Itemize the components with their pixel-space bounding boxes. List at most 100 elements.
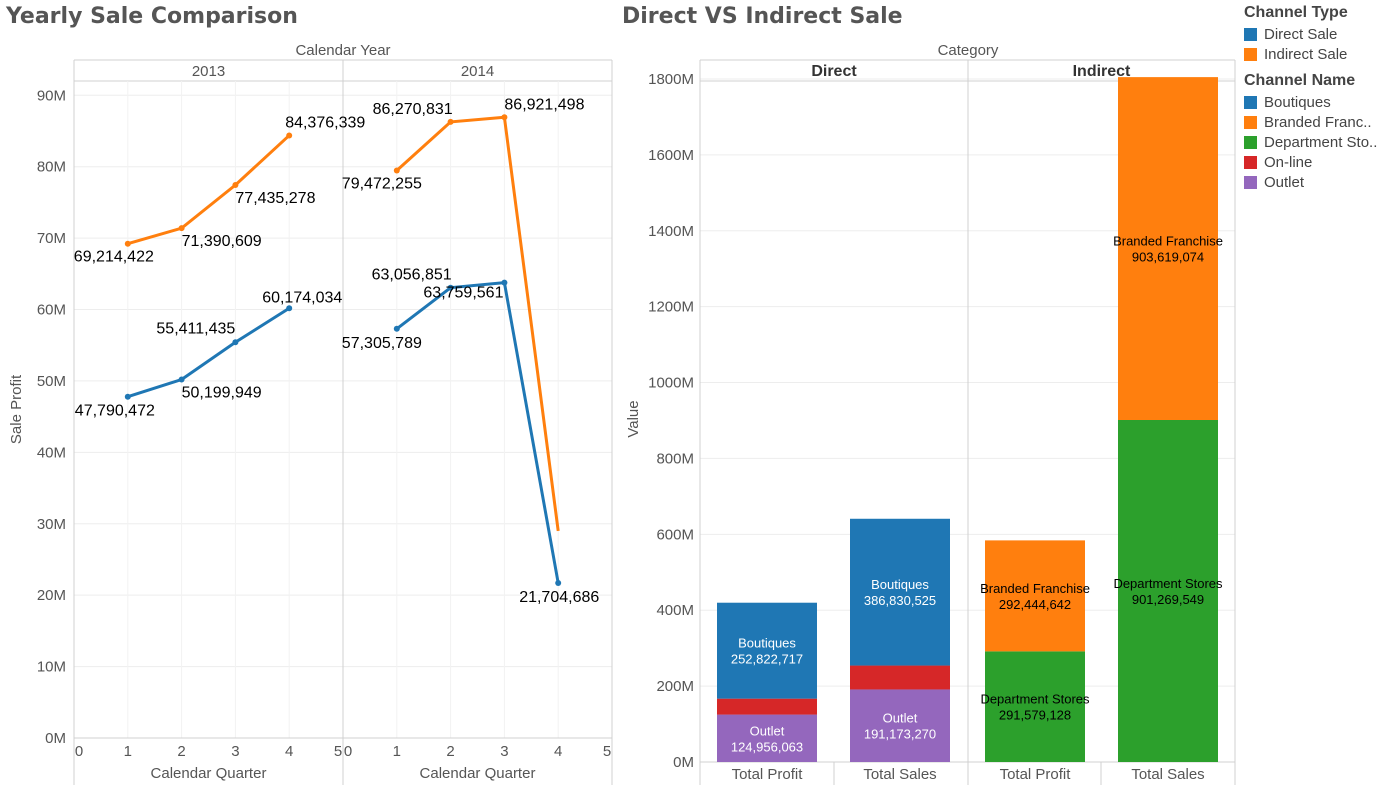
legend-swatch (1244, 155, 1257, 169)
y-tick-label: 1000M (648, 375, 694, 392)
bar-segment[interactable] (717, 714, 817, 762)
legend-item-boutiques[interactable]: Boutiques (1244, 92, 1377, 112)
data-point[interactable] (447, 118, 454, 125)
series-line (127, 307, 291, 399)
x-tick-label: 3 (500, 743, 508, 760)
x-tick-label: 4 (285, 743, 293, 760)
y-tick-label: 70M (37, 230, 66, 247)
bar-segment[interactable] (850, 689, 950, 762)
data-point[interactable] (393, 167, 400, 174)
y-tick-label: 80M (37, 159, 66, 176)
legend-swatch (1244, 175, 1257, 189)
legend-swatch (1244, 27, 1257, 41)
legend-swatch (1244, 135, 1257, 149)
y-tick-label: 10M (37, 659, 66, 676)
bar-chart: Category Direct Indirect 0M 200M 400M 600M 800M… (625, 42, 1236, 785)
y-tick-label: 20M (37, 587, 66, 604)
panel-header-2013: 2013 (192, 63, 225, 80)
data-label: 57,305,789 (342, 335, 422, 352)
series-line (127, 134, 291, 246)
data-label: 60,174,034 (262, 289, 342, 306)
x-category-label: Total Sales (863, 766, 936, 783)
bar-segment-value: 252,822,717 (731, 652, 803, 667)
data-point[interactable] (124, 393, 131, 400)
x-axis-title: Calendar Quarter (151, 765, 267, 782)
y-tick-label: 0M (673, 754, 694, 771)
legend-item-department-stores[interactable]: Department Sto.. (1244, 132, 1377, 152)
column-header-label: Calendar Year (295, 42, 390, 59)
bar-segment[interactable] (850, 665, 950, 690)
y-tick-label: 1800M (648, 71, 694, 88)
bar-chart-title: Direct VS Indirect Sale (622, 4, 903, 29)
line-chart-title: Yearly Sale Comparison (6, 4, 298, 29)
data-label: 71,390,609 (182, 233, 262, 250)
legend-swatch (1244, 47, 1257, 61)
x-tick-label: 0 (75, 743, 83, 760)
data-label: 47,790,472 (75, 403, 155, 420)
data-label: 77,435,278 (235, 190, 315, 207)
data-point[interactable] (178, 376, 185, 383)
data-label: 50,199,949 (182, 385, 262, 402)
legend-label: Outlet (1264, 173, 1305, 191)
legend-swatch (1244, 95, 1257, 109)
y-tick-label: 90M (37, 87, 66, 104)
bar-segment-label: Branded Franchise (980, 581, 1090, 596)
legend-label: On-line (1264, 153, 1313, 171)
data-point[interactable] (501, 279, 508, 286)
data-point[interactable] (124, 240, 131, 247)
y-tick-label: 200M (656, 678, 694, 695)
y-tick-label: 0M (45, 730, 66, 747)
data-label: 21,704,686 (519, 589, 599, 606)
x-tick-label: 1 (124, 743, 132, 760)
legend-item-outlet[interactable]: Outlet (1244, 172, 1377, 192)
group-header-direct: Direct (811, 63, 857, 80)
legend-label: Indirect Sale (1264, 45, 1348, 63)
bar-segment-label: Boutiques (871, 577, 929, 592)
data-point[interactable] (286, 305, 293, 312)
channel-name-legend-title: Channel Name (1244, 72, 1356, 89)
bar-segment[interactable] (717, 602, 817, 699)
bar-segment[interactable] (985, 651, 1085, 762)
x-tick-label: 0 (344, 743, 352, 760)
bar-segment-value: 291,579,128 (999, 708, 1071, 723)
data-label: 63,056,851 (372, 267, 452, 284)
data-point[interactable] (555, 580, 562, 587)
data-point[interactable] (232, 182, 239, 189)
y-tick-label: 60M (37, 302, 66, 319)
legend-item-online[interactable]: On-line (1244, 152, 1377, 172)
y-tick-label: 1400M (648, 223, 694, 240)
legend-item-branded-franchise[interactable]: Branded Franc.. (1244, 112, 1377, 132)
data-point[interactable] (501, 114, 508, 121)
data-label: 86,270,831 (373, 101, 453, 118)
data-point[interactable] (232, 339, 239, 346)
x-axis-title: Calendar Quarter (420, 765, 536, 782)
bar-segment[interactable] (717, 698, 817, 715)
data-point[interactable] (393, 325, 400, 332)
bar-segment-value: 191,173,270 (864, 727, 936, 742)
data-point[interactable] (447, 284, 454, 291)
bar-segment[interactable] (985, 540, 1085, 652)
bar-segment[interactable] (1118, 420, 1218, 762)
y-tick-label: 400M (656, 602, 694, 619)
legend-item-indirect-sale[interactable]: Indirect Sale (1244, 44, 1348, 64)
data-point[interactable] (178, 225, 185, 232)
x-category-label: Total Sales (1131, 766, 1204, 783)
legend-item-direct-sale[interactable]: Direct Sale (1244, 24, 1348, 44)
bar-segment-label: Department Stores (980, 692, 1090, 707)
x-tick-label: 3 (231, 743, 239, 760)
legend-swatch (1244, 115, 1257, 129)
data-point[interactable] (286, 132, 293, 139)
y-tick-label: 600M (656, 526, 694, 543)
legend-label: Direct Sale (1264, 25, 1338, 43)
panel-header-2014: 2014 (461, 63, 494, 80)
bar-segment[interactable] (1118, 77, 1218, 421)
bar-segment-value: 386,830,525 (864, 593, 936, 608)
data-label: 69,214,422 (74, 249, 154, 266)
y-axis-title: Sale Profit (8, 374, 25, 444)
bar-segment[interactable] (850, 518, 950, 666)
y-tick-label: 50M (37, 373, 66, 390)
x-tick-label: 2 (446, 743, 454, 760)
channel-type-legend: Channel Type Direct Sale Indirect Sale (1244, 4, 1348, 64)
legend-label: Branded Franc.. (1264, 113, 1372, 131)
